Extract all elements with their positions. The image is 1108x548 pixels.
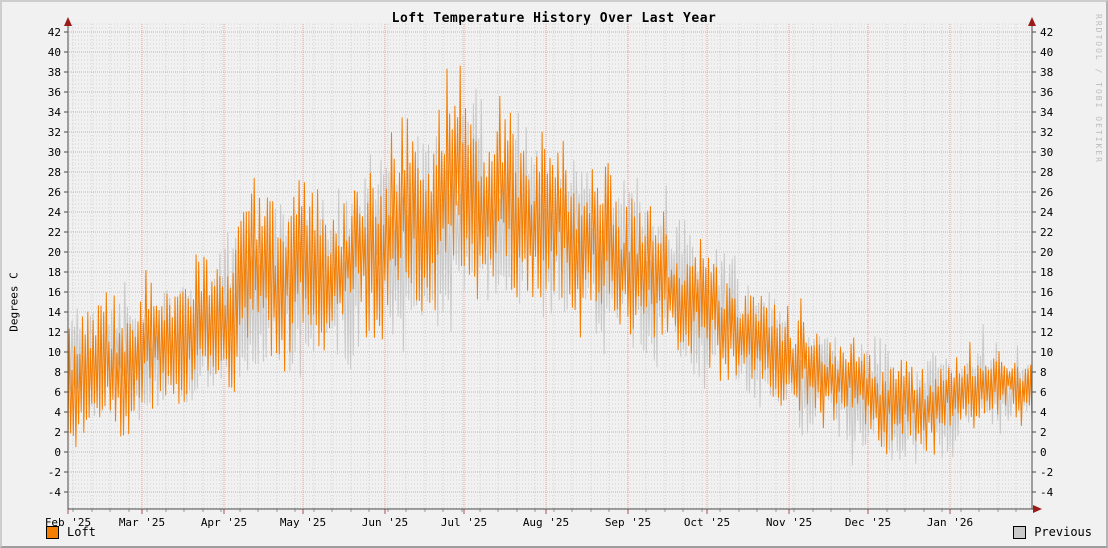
y-axis-tick-label: 8: [54, 366, 61, 379]
y-axis-tick-label-right: 6: [1040, 386, 1047, 399]
y-axis-arrow: [64, 17, 72, 26]
y-axis-tick-label-right: 26: [1040, 186, 1053, 199]
y-axis-tick-label: 12: [48, 326, 61, 339]
y-axis-tick-label: 0: [54, 446, 61, 459]
y-axis-tick-label-right: 4: [1040, 406, 1047, 419]
y-axis-tick-label: 22: [48, 226, 61, 239]
x-axis-tick-label: Jan '26: [927, 516, 973, 529]
x-axis-tick-label: Oct '25: [684, 516, 730, 529]
loft-series-line: [67, 65, 1033, 455]
y-axis-tick-label: 30: [48, 146, 61, 159]
loft-legend-swatch: [46, 525, 59, 539]
x-axis-tick-label: Dec '25: [845, 516, 891, 529]
x-axis-tick-label: Nov '25: [766, 516, 812, 529]
y-axis-tick-label-right: 42: [1040, 26, 1053, 39]
y-axis-tick-label: 4: [54, 406, 61, 419]
x-axis-tick-label: May '25: [280, 516, 326, 529]
y-axis-tick-label: 6: [54, 386, 61, 399]
y-axis-tick-label-right: -2: [1040, 466, 1053, 479]
x-axis-arrow: [1033, 505, 1042, 513]
previous-legend-swatch: [1013, 525, 1027, 539]
x-axis-tick-label: Jun '25: [362, 516, 408, 529]
y-axis-tick-label: 40: [48, 46, 61, 59]
y-axis-tick-label-right: 34: [1040, 106, 1054, 119]
y-axis-tick-label: 14: [48, 306, 62, 319]
chart-title: Loft Temperature History Over Last Year: [391, 11, 717, 26]
y-axis-tick-label: 32: [48, 126, 61, 139]
y-axis-tick-label: 38: [48, 66, 61, 79]
y-axis-tick-label: 10: [48, 346, 61, 359]
y-axis-tick-label-right: 20: [1040, 246, 1053, 259]
y-axis-tick-label: 28: [48, 166, 61, 179]
y-axis-tick-label: 42: [48, 26, 61, 39]
y-axis-tick-label-right: 0: [1040, 446, 1047, 459]
y-axis-tick-label: 2: [54, 426, 61, 439]
right-y-axis-arrow: [1028, 17, 1036, 26]
y-axis-tick-label: 36: [48, 86, 61, 99]
legend-loft: Loft: [46, 525, 96, 539]
y-axis-tick-label-right: 30: [1040, 146, 1053, 159]
y-axis-tick-label: 24: [48, 206, 62, 219]
x-axis-tick-label: Sep '25: [605, 516, 651, 529]
x-axis-tick-label: Jul '25: [441, 516, 487, 529]
x-axis-tick-label: Aug '25: [523, 516, 569, 529]
y-axis-tick-label: 16: [48, 286, 61, 299]
y-axis-tick-label: 26: [48, 186, 61, 199]
y-axis-tick-label-right: 14: [1040, 306, 1054, 319]
y-axis-tick-label: 20: [48, 246, 61, 259]
y-axis-tick-label: 34: [48, 106, 62, 119]
y-axis-tick-label-right: -4: [1040, 486, 1054, 499]
y-axis-tick-label-right: 18: [1040, 266, 1053, 279]
y-axis-tick-label-right: 12: [1040, 326, 1053, 339]
legend-previous: Previous: [1013, 525, 1092, 539]
y-axis-tick-label-right: 38: [1040, 66, 1053, 79]
rrdtool-watermark: RRDTOOL / TOBI OETIKER: [1094, 14, 1103, 164]
loft-legend-label: Loft: [67, 525, 96, 539]
y-axis-tick-label-right: 36: [1040, 86, 1053, 99]
y-axis-tick-label-right: 40: [1040, 46, 1053, 59]
y-axis-tick-label: -2: [48, 466, 61, 479]
y-axis-tick-label-right: 28: [1040, 166, 1053, 179]
y-axis-tick-label-right: 8: [1040, 366, 1047, 379]
x-axis-tick-label: Apr '25: [201, 516, 247, 529]
x-axis-tick-label: Mar '25: [119, 516, 165, 529]
y-axis-tick-label-right: 16: [1040, 286, 1053, 299]
y-axis-tick-label-right: 22: [1040, 226, 1053, 239]
y-axis-tick-label-right: 32: [1040, 126, 1053, 139]
previous-legend-label: Previous: [1034, 525, 1092, 539]
y-axis-tick-label: -4: [48, 486, 62, 499]
y-axis-tick-label-right: 24: [1040, 206, 1054, 219]
y-axis-tick-label-right: 10: [1040, 346, 1053, 359]
y-axis-tick-label-right: 2: [1040, 426, 1047, 439]
y-axis-tick-label: 18: [48, 266, 61, 279]
